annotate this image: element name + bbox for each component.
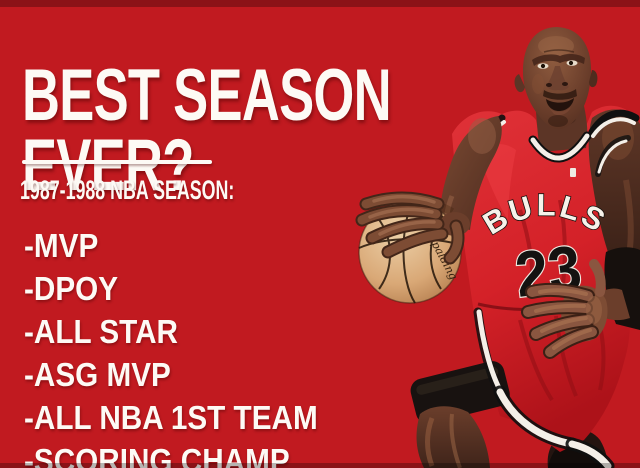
achievement-item-all-star: -ALL STAR xyxy=(24,313,178,350)
achievement-item-scoring-champ: -SCORING CHAMP xyxy=(24,442,290,468)
achievement-item-all-nba: -ALL NBA 1ST TEAM xyxy=(24,399,318,436)
title-line-2: EVER? xyxy=(22,124,194,206)
shorts-trim xyxy=(473,307,615,468)
subtitle: 1987-1988 NBA SEASON: xyxy=(20,175,235,205)
title-line-1: BEST SEASON xyxy=(22,54,392,136)
jersey-number: 23 xyxy=(512,232,586,311)
achievement-item-asg-mvp: -ASG MVP xyxy=(24,356,171,393)
achievement-item-mvp: -MVP xyxy=(24,227,99,264)
dribbling-arm xyxy=(440,116,502,230)
top-border-band xyxy=(0,0,640,7)
title-underline xyxy=(22,160,212,164)
page-title: BEST SEASON EVER? xyxy=(22,54,534,206)
bottom-border-band xyxy=(0,463,640,468)
hip-hand xyxy=(521,259,608,359)
front-leg xyxy=(410,361,510,468)
nba-logo-patch xyxy=(570,168,576,177)
achievements-list: -MVP -DPOY -ALL STAR -ASG MVP -ALL NBA 1… xyxy=(24,224,350,468)
head xyxy=(514,27,598,152)
achievement-item-dpoy: -DPOY xyxy=(24,270,119,307)
dribbling-hand xyxy=(355,191,470,265)
